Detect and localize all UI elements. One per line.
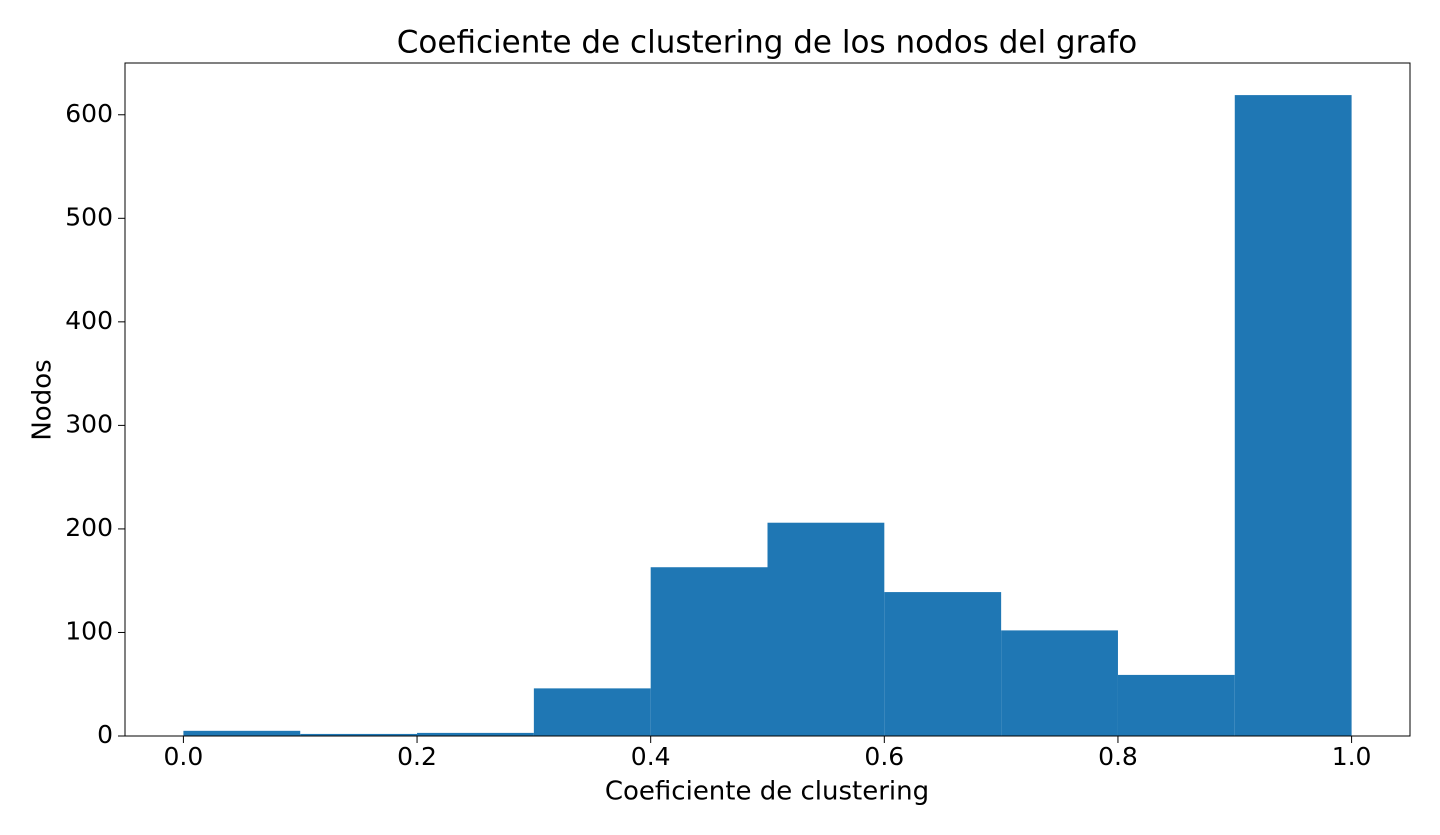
y-tick-label: 400 — [65, 306, 113, 335]
bar — [767, 522, 885, 736]
bar — [884, 592, 1002, 736]
y-tick-label: 500 — [65, 202, 113, 231]
chart-title: Coeficiente de clustering de los nodos d… — [397, 25, 1137, 61]
x-tick-label: 0.6 — [864, 742, 904, 771]
bar — [183, 730, 301, 736]
bar — [1001, 630, 1118, 736]
bar — [533, 688, 651, 736]
y-axis-label: Nodos — [28, 359, 58, 440]
bar — [650, 567, 768, 736]
y-tick-label: 300 — [65, 409, 113, 438]
x-tick-label: 0.2 — [397, 742, 437, 771]
y-tick-label: 600 — [65, 99, 113, 128]
y-tick-label: 200 — [65, 513, 113, 542]
bar — [1117, 674, 1235, 736]
x-tick-label: 0.8 — [1098, 742, 1138, 771]
bar — [300, 733, 418, 736]
y-tick-label: 0 — [97, 720, 113, 749]
y-tick-label: 100 — [65, 616, 113, 645]
plot-frame — [124, 62, 1411, 737]
x-tick-label: 1.0 — [1332, 742, 1372, 771]
x-axis-label: Coeficiente de clustering — [605, 777, 929, 807]
bar — [1234, 95, 1352, 736]
x-tick-label: 0.0 — [164, 742, 204, 771]
x-tick-label: 0.4 — [631, 742, 671, 771]
bar — [417, 732, 534, 736]
